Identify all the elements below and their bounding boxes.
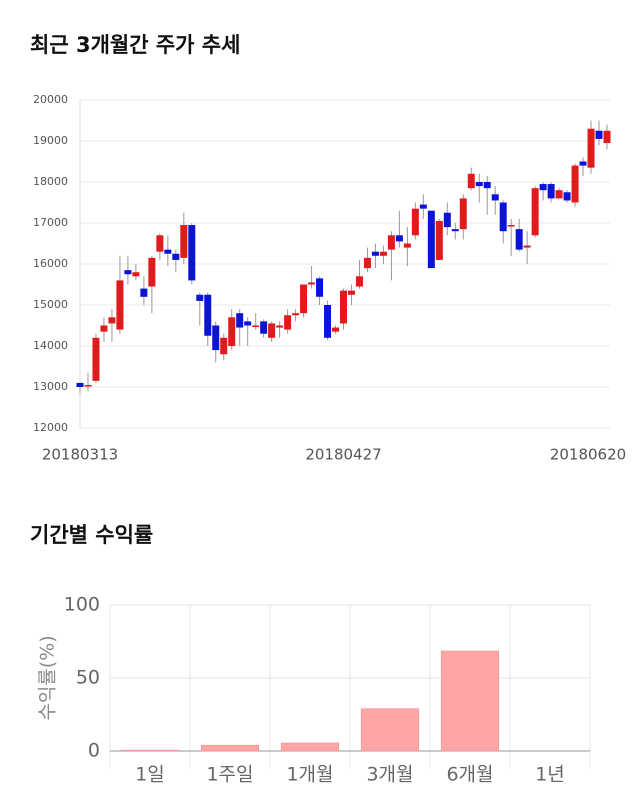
candle-body	[347, 290, 355, 295]
candle-body	[308, 282, 316, 285]
candle-body	[587, 128, 595, 168]
candle-body	[515, 229, 523, 250]
y-tick-label: 18000	[33, 175, 68, 188]
candle-body	[108, 317, 116, 324]
candle-body	[555, 190, 563, 199]
candle-body	[419, 204, 427, 209]
candle-body	[316, 278, 324, 297]
chart-title: 기간별 수익률	[30, 523, 153, 547]
candle-body	[579, 161, 587, 166]
candle-body	[563, 192, 571, 201]
candle-body	[284, 315, 292, 330]
candle-body	[531, 188, 539, 236]
candle-body	[76, 382, 84, 387]
candle-body	[324, 305, 332, 338]
candle-body	[483, 182, 491, 189]
candle-body	[156, 235, 164, 252]
candle-body	[499, 202, 507, 232]
x-tick-label: 3개월	[366, 764, 413, 786]
candle-body	[491, 194, 499, 201]
candle-body	[467, 173, 475, 189]
candle-body	[196, 294, 204, 301]
candle-body	[276, 325, 284, 328]
candle-body	[244, 321, 252, 326]
chart-title: 최근 3개월간 주가 추세	[30, 33, 240, 57]
candle-body	[116, 280, 124, 330]
y-axis-label: 수익률(%)	[37, 635, 59, 720]
y-tick-label: 0	[88, 740, 100, 762]
x-tick-label: 6개월	[446, 764, 493, 786]
bar	[440, 650, 500, 752]
x-tick-label: 1일	[135, 764, 165, 786]
y-tick-label: 16000	[33, 257, 68, 270]
candle-body	[164, 249, 172, 254]
candle-body	[204, 294, 212, 336]
candle-body	[363, 257, 371, 269]
bar	[200, 744, 260, 752]
y-tick-label: 12000	[33, 421, 68, 434]
y-tick-label: 14000	[33, 339, 68, 352]
candle-body	[100, 325, 108, 332]
x-tick-label: 1주일	[206, 764, 253, 786]
candle-body	[268, 323, 276, 338]
y-tick-label: 19000	[33, 134, 68, 147]
candle-body	[140, 288, 148, 297]
y-tick-label: 20000	[33, 93, 68, 106]
y-tick-label: 13000	[33, 380, 68, 393]
bar	[280, 742, 340, 752]
candle-body	[523, 245, 531, 248]
candle-body	[427, 210, 435, 269]
x-tick-label: 1년	[535, 764, 565, 786]
candle-body	[92, 337, 100, 381]
candle-body	[539, 184, 547, 191]
x-tick-label: 20180313	[42, 446, 118, 464]
candle-body	[252, 325, 260, 327]
candle-body	[411, 208, 419, 236]
candle-body	[507, 225, 515, 227]
candle-body	[403, 243, 411, 248]
candle-body	[571, 165, 579, 203]
y-tick-label: 100	[64, 594, 100, 616]
candle-body	[124, 270, 132, 275]
y-tick-label: 17000	[33, 216, 68, 229]
candle-body	[459, 198, 467, 230]
candle-body	[475, 182, 483, 187]
candle-body	[387, 235, 395, 250]
candle-body	[332, 327, 340, 332]
candle-body	[260, 321, 268, 334]
candle-body	[443, 212, 451, 228]
candle-body	[355, 276, 363, 287]
bar	[120, 749, 180, 752]
candle-body	[595, 130, 603, 139]
candle-body	[132, 272, 140, 277]
x-tick-label: 20180427	[305, 446, 381, 464]
candle-body	[547, 184, 555, 199]
candle-body	[236, 313, 244, 328]
candle-body	[435, 220, 443, 260]
candle-body	[379, 251, 387, 256]
candle-body	[292, 313, 300, 316]
candle-body	[180, 225, 188, 258]
candle-body	[212, 325, 220, 351]
candle-body	[228, 317, 236, 346]
y-tick-label: 50	[76, 667, 100, 689]
candle-body	[188, 225, 196, 281]
candle-body	[148, 257, 156, 287]
y-tick-label: 15000	[33, 298, 68, 311]
x-tick-label: 1개월	[286, 764, 333, 786]
bar	[360, 708, 420, 752]
candle-body	[451, 229, 459, 232]
candle-body	[220, 337, 228, 355]
candle-body	[395, 235, 403, 242]
candle-body	[371, 251, 379, 256]
candle-body	[172, 253, 180, 260]
candle-body	[300, 284, 308, 314]
candle-body	[84, 384, 92, 387]
candle-body	[340, 290, 347, 324]
x-tick-label: 20180620	[550, 446, 626, 464]
candle-body	[603, 130, 611, 144]
